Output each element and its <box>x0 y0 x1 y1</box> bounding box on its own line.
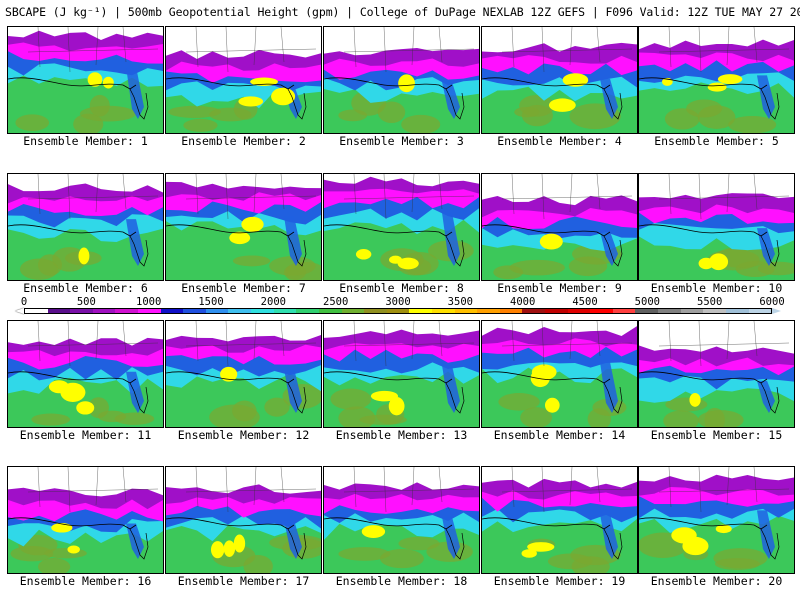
colorbar-segment <box>499 309 523 313</box>
colorbar-tick-label: 5500 <box>697 296 723 308</box>
colorbar-segment <box>70 309 93 313</box>
colorbar-segment <box>431 309 455 313</box>
ensemble-member-map <box>323 26 480 134</box>
ensemble-member-label: Ensemble Member: 2 <box>181 134 306 148</box>
ensemble-member-label: Ensemble Member: 12 <box>177 428 310 442</box>
colorbar-segment <box>612 309 636 313</box>
colorbar-segment <box>318 309 342 313</box>
ensemble-member-label: Ensemble Member: 3 <box>339 134 464 148</box>
colorbar-segment <box>635 309 659 313</box>
colorbar-segment <box>92 309 116 313</box>
ensemble-member-label: Ensemble Member: 17 <box>177 574 310 588</box>
colorbar-segment <box>25 309 48 313</box>
colorbar-tick-label: 1000 <box>136 296 162 308</box>
colorbar-segment <box>386 309 410 313</box>
colorbar-tick-label: 500 <box>76 296 96 308</box>
ensemble-member-label: Ensemble Member: 4 <box>497 134 622 148</box>
colorbar-tick-label: 1500 <box>198 296 224 308</box>
colorbar-segment <box>522 309 546 313</box>
ensemble-member-label: Ensemble Member: 5 <box>654 134 779 148</box>
colorbar-segment <box>138 309 161 313</box>
ensemble-member-label: Ensemble Member: 15 <box>650 428 783 442</box>
colorbar-segment <box>296 309 319 313</box>
ensemble-member-label: Ensemble Member: 14 <box>493 428 626 442</box>
colorbar-segment <box>364 309 387 313</box>
ensemble-member-map <box>638 320 795 428</box>
ensemble-member-label: Ensemble Member: 9 <box>497 281 622 295</box>
ensemble-member-map <box>481 26 638 134</box>
ensemble-member-label: Ensemble Member: 20 <box>650 574 783 588</box>
colorbar-tick-label: 5000 <box>634 296 660 308</box>
ensemble-member-label: Ensemble Member: 16 <box>19 574 152 588</box>
ensemble-member-map <box>165 320 322 428</box>
colorbar-tick-label: 0 <box>20 296 28 308</box>
colorbar-segment <box>567 309 591 313</box>
colorbar-scale <box>24 308 772 314</box>
colorbar-segment <box>115 309 139 313</box>
colorbar-min-arrow <box>15 308 24 314</box>
ensemble-member-map <box>481 173 638 281</box>
ensemble-member-label: Ensemble Member: 11 <box>19 428 152 442</box>
ensemble-member-map <box>165 26 322 134</box>
colorbar-tick-label: 6000 <box>759 296 785 308</box>
page-title: SBCAPE (J kg⁻¹) | 500mb Geopotential Hei… <box>5 5 800 19</box>
colorbar-tick-label: 3000 <box>385 296 411 308</box>
colorbar-segment <box>251 309 274 313</box>
colorbar-segment <box>658 309 681 313</box>
ensemble-member-label: Ensemble Member: 13 <box>335 428 468 442</box>
ensemble-member-map <box>165 466 322 574</box>
colorbar-tick-label: 3500 <box>447 296 473 308</box>
colorbar-tick-label: 2000 <box>260 296 286 308</box>
ensemble-member-map <box>7 173 164 281</box>
ensemble-member-map <box>481 320 638 428</box>
colorbar-segment <box>273 309 297 313</box>
colorbar-segment <box>160 309 184 313</box>
ensemble-member-map <box>7 466 164 574</box>
ensemble-member-map <box>323 173 480 281</box>
colorbar-segment <box>680 309 704 313</box>
sbcape-colorbar: 0 500 1000 1500 2000 2500 3000 3500 4000 4500 5000… <box>0 296 800 318</box>
ensemble-member-label: Ensemble Member: 8 <box>339 281 464 295</box>
colorbar-segment <box>47 309 71 313</box>
colorbar-segment <box>545 309 568 313</box>
colorbar-segment <box>228 309 252 313</box>
ensemble-member-map <box>165 173 322 281</box>
ensemble-member-label: Ensemble Member: 18 <box>335 574 468 588</box>
colorbar-tick-label: 4000 <box>510 296 536 308</box>
ensemble-member-label: Ensemble Member: 7 <box>181 281 306 295</box>
ensemble-member-map <box>7 320 164 428</box>
colorbar-segment <box>590 309 613 313</box>
colorbar-tick-label: 2500 <box>323 296 349 308</box>
ensemble-member-map <box>323 466 480 574</box>
ensemble-member-map <box>638 26 795 134</box>
ensemble-member-label: Ensemble Member: 6 <box>23 281 148 295</box>
colorbar-segment <box>748 309 772 313</box>
colorbar-segment <box>725 309 749 313</box>
colorbar-segment <box>454 309 478 313</box>
colorbar-tick-label: 4500 <box>572 296 598 308</box>
ensemble-member-map <box>7 26 164 134</box>
colorbar-segment <box>409 309 432 313</box>
colorbar-segment <box>703 309 726 313</box>
colorbar-segment <box>341 309 365 313</box>
ensemble-member-label: Ensemble Member: 1 <box>23 134 148 148</box>
ensemble-member-label: Ensemble Member: 19 <box>493 574 626 588</box>
ensemble-member-map <box>323 320 480 428</box>
ensemble-member-map <box>638 173 795 281</box>
ensemble-member-map <box>481 466 638 574</box>
ensemble-member-map <box>638 466 795 574</box>
colorbar-max-arrow <box>772 308 781 314</box>
colorbar-segment <box>477 309 500 313</box>
colorbar-segment <box>183 309 206 313</box>
ensemble-member-label: Ensemble Member: 10 <box>650 281 783 295</box>
colorbar-segment <box>205 309 229 313</box>
